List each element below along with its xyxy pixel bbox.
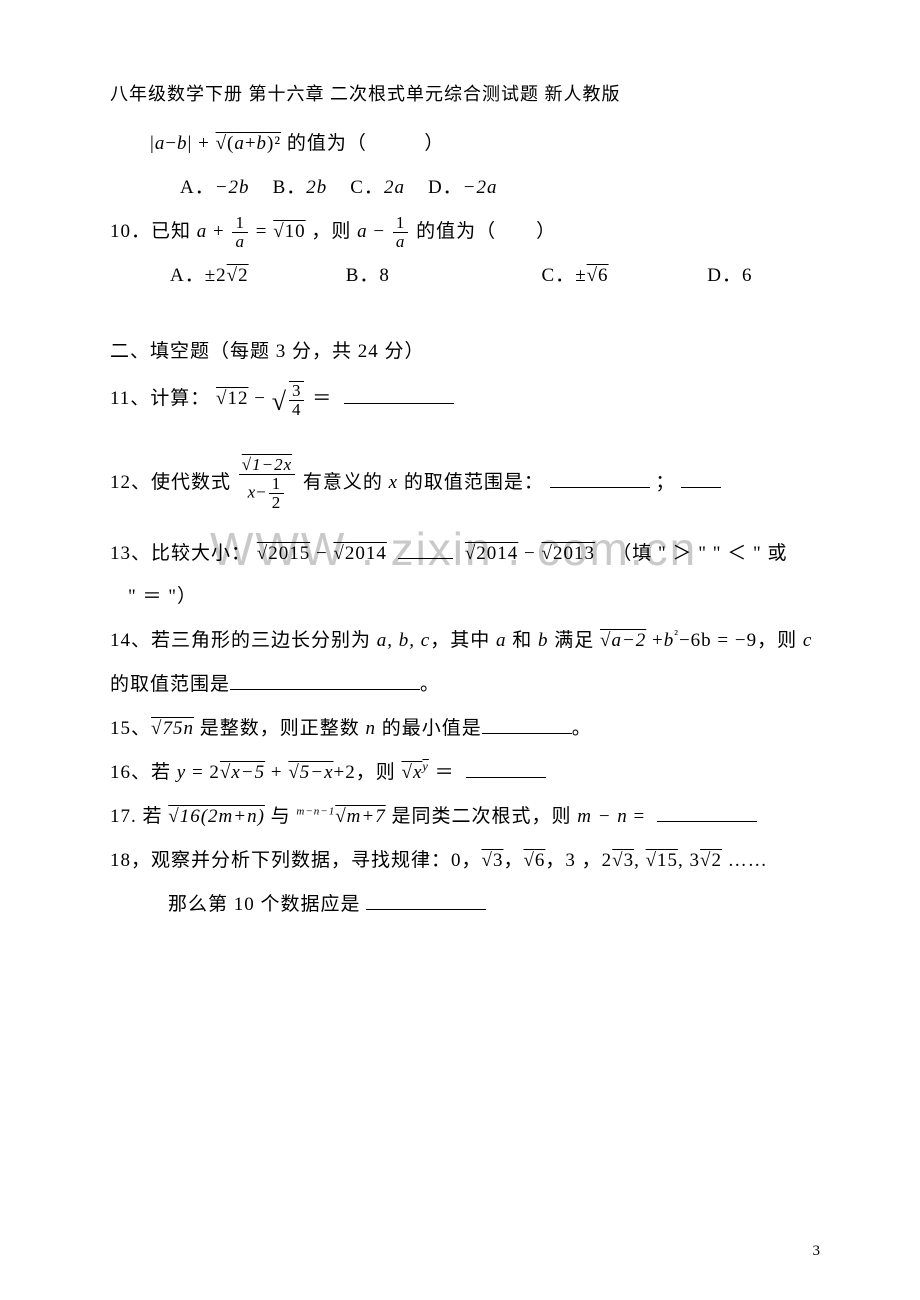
page: 八年级数学下册 第十六章 二次根式单元综合测试题 新人教版 |a−b| + √(… (0, 0, 920, 969)
doc-header: 八年级数学下册 第十六章 二次根式单元综合测试题 新人教版 (110, 80, 820, 106)
q11: 11、计算： √12 − √34 ＝ (110, 375, 820, 430)
page-number: 3 (813, 1243, 821, 1260)
section-2-title: 二、填空题（每题 3 分，共 24 分） (110, 332, 820, 372)
q16: 16、若 y = 2√x−5 + √5−x+2，则 √xy ＝ (110, 753, 820, 793)
q12-blank2[interactable] (681, 470, 721, 488)
q17: 17. 若 √16(2m+n) 与 m−n−1√m+7 是同类二次根式，则 m … (110, 797, 820, 837)
q18-blank[interactable] (366, 892, 486, 910)
q18: 18，观察并分析下列数据，寻找规律：0，√3，√6，3 ，2√3, √15, 3… (110, 841, 820, 881)
q17-blank[interactable] (657, 804, 757, 822)
q12-blank[interactable] (550, 470, 650, 488)
q13-line2: " ＝ "） (110, 577, 820, 617)
q16-blank[interactable] (466, 760, 546, 778)
q15: 15、√75n 是整数，则正整数 n 的最小值是。 (110, 709, 820, 749)
q12: 12、使代数式 √1−2x x−12 有意义的 x 的取值范围是： ； (110, 456, 820, 512)
q13: 13、比较大小： √2015 − √2014 √2014 − √2013 （填 … (110, 534, 820, 574)
q9-expression: |a−b| + √(a+b)² 的值为（ ） (110, 124, 820, 164)
q14-blank[interactable] (230, 672, 420, 690)
q9-options: A．−2b B．2b C．2a D．−2a (110, 168, 820, 208)
q14: 14、若三角形的三边长分别为 a, b, c，其中 a 和 b 满足 √a−2 … (110, 621, 820, 661)
q14-line2: 的取值范围是。 (110, 665, 820, 705)
q18-line2: 那么第 10 个数据应是 (110, 885, 820, 925)
q15-blank[interactable] (482, 716, 572, 734)
q10-options: A．±2√2 B．8 C．±√6 D．6 (110, 256, 820, 296)
q10: 10．已知 a + 1a = √10 ，则 a − 1a 的值为（ ） (110, 212, 820, 252)
q11-blank[interactable] (344, 386, 454, 404)
q13-blank[interactable] (398, 540, 453, 558)
